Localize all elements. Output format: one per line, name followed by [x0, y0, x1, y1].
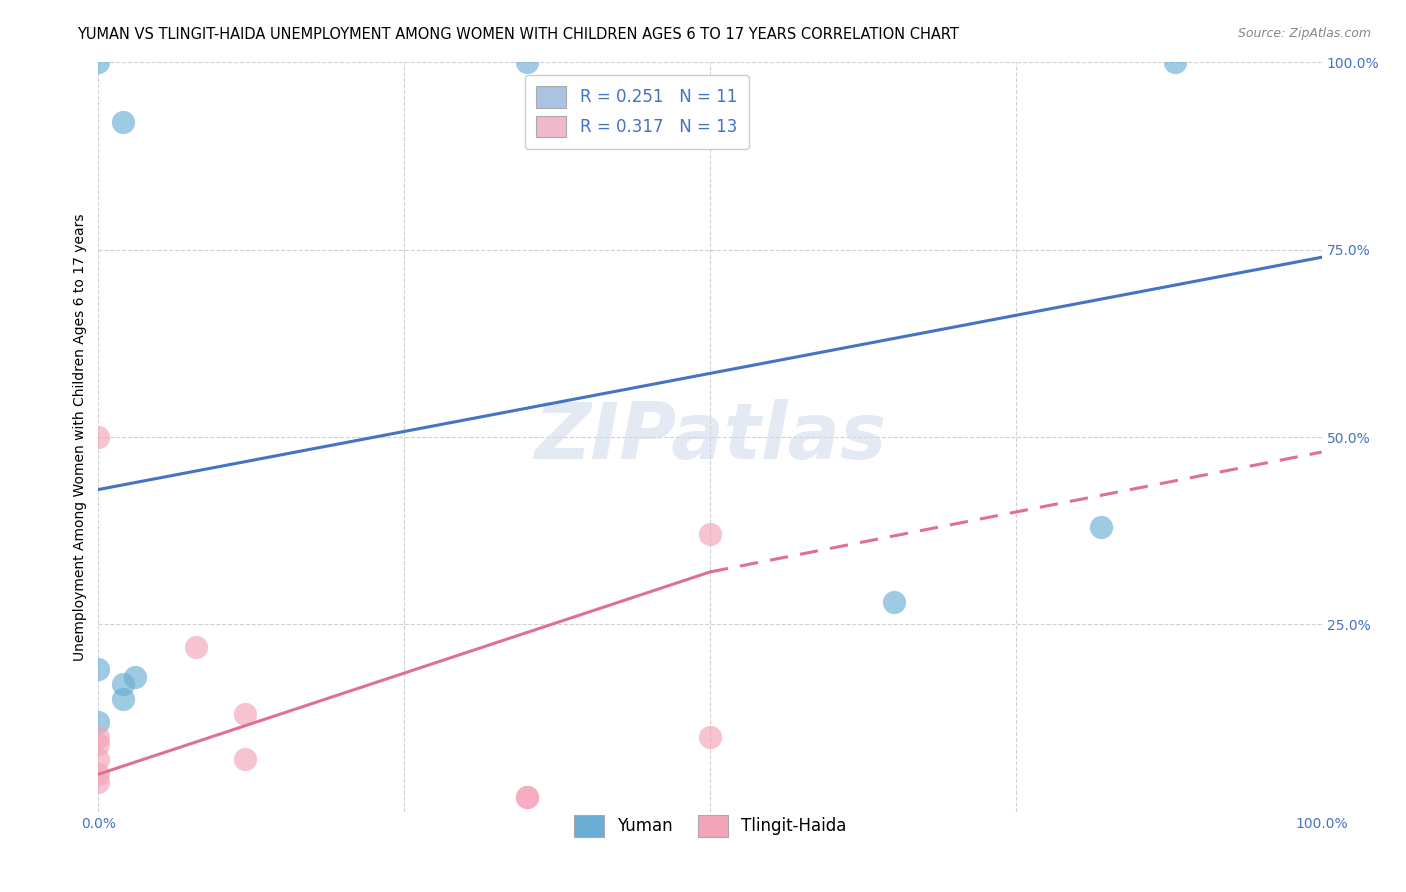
Point — [111, 115, 134, 129]
Legend: Yuman, Tlingit-Haida: Yuman, Tlingit-Haida — [562, 804, 858, 848]
Point — [699, 527, 721, 541]
Point — [111, 692, 134, 706]
Y-axis label: Unemployment Among Women with Children Ages 6 to 17 years: Unemployment Among Women with Children A… — [73, 213, 87, 661]
Point — [87, 662, 110, 676]
Point — [883, 595, 905, 609]
Point — [699, 730, 721, 744]
Point — [1164, 55, 1187, 70]
Point — [515, 789, 537, 804]
Point — [124, 670, 146, 684]
Point — [87, 55, 110, 70]
Text: YUMAN VS TLINGIT-HAIDA UNEMPLOYMENT AMONG WOMEN WITH CHILDREN AGES 6 TO 17 YEARS: YUMAN VS TLINGIT-HAIDA UNEMPLOYMENT AMON… — [77, 27, 959, 42]
Point — [515, 55, 537, 70]
Point — [87, 730, 110, 744]
Point — [233, 752, 256, 766]
Point — [233, 707, 256, 722]
Point — [87, 714, 110, 729]
Point — [1090, 520, 1112, 534]
Point — [87, 774, 110, 789]
Point — [515, 789, 537, 804]
Text: Source: ZipAtlas.com: Source: ZipAtlas.com — [1237, 27, 1371, 40]
Point — [186, 640, 208, 654]
Text: ZIPatlas: ZIPatlas — [534, 399, 886, 475]
Point — [87, 430, 110, 444]
Point — [111, 677, 134, 691]
Point — [87, 767, 110, 781]
Point — [87, 752, 110, 766]
Point — [87, 737, 110, 751]
